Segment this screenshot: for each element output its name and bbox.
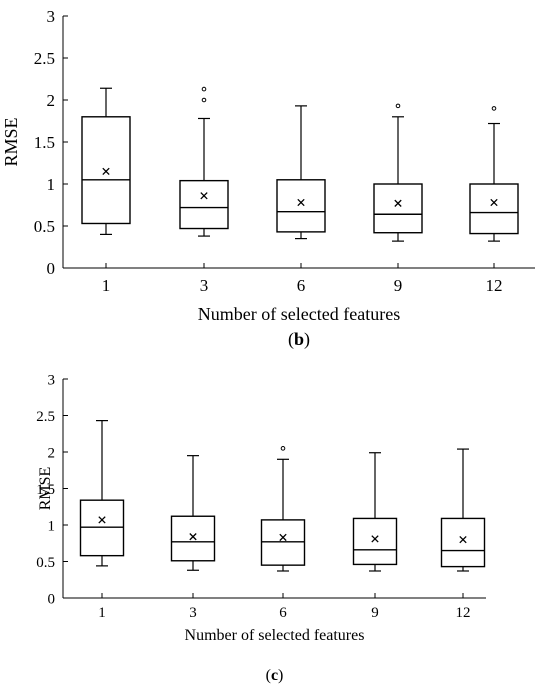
iqr-box xyxy=(276,179,326,233)
outlier-point xyxy=(201,86,207,92)
iqr-box xyxy=(440,517,486,568)
box-plot-6 xyxy=(276,105,326,240)
box-plot-1 xyxy=(81,87,131,235)
iqr-box xyxy=(79,499,125,557)
box-plot-12 xyxy=(469,106,519,242)
x-tick-label: 3 xyxy=(200,276,209,295)
x-tick-label: 12 xyxy=(456,605,471,621)
x-tick-label: 6 xyxy=(297,276,306,295)
y-tick-label: 2.5 xyxy=(34,49,55,68)
mean-marker xyxy=(371,535,379,543)
y-tick-label: 1.5 xyxy=(34,133,55,152)
mean-marker xyxy=(98,516,106,524)
y-axis-title: RMSE xyxy=(37,467,54,511)
mean-marker xyxy=(394,199,402,207)
iqr-box xyxy=(352,517,398,566)
panel-label: (c) xyxy=(266,667,284,684)
mean-marker xyxy=(490,198,498,207)
chart-panel-2: 0 0.5 1 1.5 2 2.5 3 1 3 6 9 12 Number of selected fe… xyxy=(36,372,486,684)
x-axis-title: Number of selected features xyxy=(185,627,365,644)
y-tick-label: 2 xyxy=(48,445,56,461)
y-tick-label: 1.5 xyxy=(36,482,55,498)
y-tick-label: 0 xyxy=(48,591,56,607)
x-tick-label: 9 xyxy=(371,605,379,621)
iqr-box xyxy=(81,116,131,225)
x-tick-label: 3 xyxy=(189,605,197,621)
x-tick-label: 1 xyxy=(98,605,106,621)
iqr-box xyxy=(469,183,519,235)
outlier-point xyxy=(201,97,207,103)
box-plot-9 xyxy=(373,103,423,242)
panel-label: (b) xyxy=(288,329,310,350)
iqr-box xyxy=(179,179,229,230)
y-tick-label: 3 xyxy=(48,372,56,388)
x-tick-label: 12 xyxy=(486,276,503,295)
y-tick-label: 1 xyxy=(47,175,56,194)
mean-marker xyxy=(459,535,467,544)
y-tick-label: 1 xyxy=(48,518,56,534)
y-tick-label: 0.5 xyxy=(34,217,55,236)
chart-panel-1: 0 0.5 1 1.5 2 2.5 3 1 3 6 9 12 Number of selected fe… xyxy=(1,7,535,350)
y-tick-label: 3 xyxy=(47,7,56,26)
box-plot-3 xyxy=(179,86,229,237)
iqr-box xyxy=(260,519,306,566)
y-tick-label: 2.5 xyxy=(36,409,55,425)
x-axis-title: Number of selected features xyxy=(198,304,400,324)
x-tick-label: 6 xyxy=(279,605,287,621)
y-tick-label: 2 xyxy=(47,91,56,110)
y-tick-label: 0 xyxy=(47,259,56,278)
mean-marker xyxy=(200,192,208,200)
box-plot-3 xyxy=(170,455,216,571)
outlier-point xyxy=(280,446,286,451)
mean-marker xyxy=(189,533,197,541)
y-tick-label: 0.5 xyxy=(36,555,55,571)
outlier-point xyxy=(491,106,497,111)
x-tick-label: 1 xyxy=(102,276,111,295)
mean-marker xyxy=(279,533,287,542)
box-plot-6 xyxy=(260,446,306,572)
y-axis-title: RMSE xyxy=(1,117,21,166)
iqr-box xyxy=(170,515,216,562)
box-plot-1 xyxy=(79,420,125,567)
iqr-box xyxy=(373,183,423,234)
box-plot-9 xyxy=(352,452,398,572)
mean-marker xyxy=(297,198,305,207)
mean-marker xyxy=(102,167,110,176)
x-tick-label: 9 xyxy=(394,276,403,295)
box-plot-12 xyxy=(440,448,486,572)
outlier-point xyxy=(395,103,401,109)
